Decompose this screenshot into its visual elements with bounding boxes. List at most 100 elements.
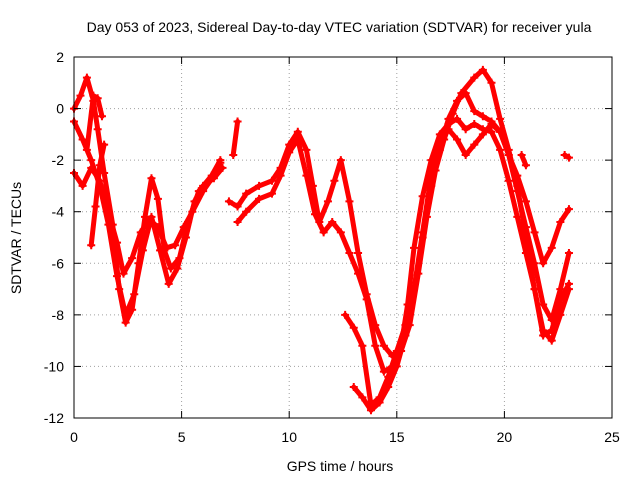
data-point [470, 120, 479, 129]
data-point [302, 171, 311, 180]
data-point [539, 300, 548, 309]
data-point [255, 181, 264, 190]
data-point [285, 148, 294, 157]
data-point [564, 153, 573, 162]
data-point [521, 197, 530, 206]
data-point [547, 326, 556, 335]
y-tick-label: -12 [44, 410, 64, 426]
data-point [82, 145, 91, 154]
x-tick-label: 10 [281, 429, 297, 445]
data-point [470, 107, 479, 116]
data-point [556, 218, 565, 227]
data-point [171, 241, 180, 250]
series-line [88, 142, 107, 248]
data-point [87, 163, 96, 172]
data-point [156, 246, 165, 255]
data-point [216, 158, 225, 167]
data-point [461, 89, 470, 98]
data-point [136, 228, 145, 237]
data-point [418, 228, 427, 237]
data-point [113, 272, 122, 281]
data-point [461, 150, 470, 159]
y-tick-label: -8 [52, 307, 65, 323]
data-point [330, 176, 339, 185]
data-traces [70, 65, 573, 415]
data-point [564, 248, 573, 257]
data-point [560, 150, 569, 159]
y-tick-label: -6 [52, 255, 65, 271]
data-point [521, 223, 530, 232]
data-point [487, 127, 496, 136]
y-tick-label: -2 [52, 152, 65, 168]
y-axis-ticks: -12 -10 -8 -6 -4 -2 0 2 [44, 49, 612, 426]
data-point [530, 228, 539, 237]
data-point [470, 73, 479, 82]
series-line [351, 121, 572, 413]
series-trace-10 [349, 120, 573, 415]
y-tick-label: -10 [44, 358, 64, 374]
data-point [188, 207, 197, 216]
x-tick-label: 15 [389, 429, 405, 445]
series-trace-4 [82, 91, 106, 154]
data-point [233, 117, 242, 126]
data-point [487, 120, 496, 129]
data-point [375, 398, 384, 407]
data-point [453, 135, 462, 144]
data-point [547, 243, 556, 252]
data-point [513, 187, 522, 196]
data-point [323, 197, 332, 206]
x-tick-label: 5 [178, 429, 186, 445]
data-point [336, 156, 345, 165]
data-point [349, 323, 358, 332]
data-point [556, 285, 565, 294]
data-point [418, 192, 427, 201]
data-point [435, 140, 444, 149]
data-point [76, 91, 85, 100]
data-point [496, 145, 505, 154]
data-point [130, 290, 139, 299]
data-point [478, 130, 487, 139]
data-point [379, 341, 388, 350]
data-point [410, 243, 419, 252]
data-point [392, 362, 401, 371]
data-point [293, 135, 302, 144]
data-point [119, 269, 128, 278]
data-point [179, 223, 188, 232]
data-point [121, 310, 130, 319]
data-point [229, 150, 238, 159]
series-trace-5 [87, 140, 109, 250]
y-tick-label: 2 [56, 49, 64, 65]
data-point [345, 197, 354, 206]
series-trace-12 [560, 150, 573, 162]
data-point [379, 367, 388, 376]
data-point [521, 161, 530, 170]
data-point [255, 194, 264, 203]
x-tick-label: 20 [497, 429, 513, 445]
data-point [530, 285, 539, 294]
data-point [478, 65, 487, 74]
data-point [173, 264, 182, 273]
data-point [453, 96, 462, 105]
data-point [82, 73, 91, 82]
data-point [341, 310, 350, 319]
data-point [496, 127, 505, 136]
data-point [78, 135, 87, 144]
data-point [362, 295, 371, 304]
x-tick-label: 25 [604, 429, 620, 445]
x-axis-ticks: 0 5 10 15 20 25 [70, 57, 620, 445]
data-point [427, 171, 436, 180]
series-line [230, 119, 241, 158]
x-axis-label: GPS time / hours [287, 458, 394, 474]
data-point [164, 279, 173, 288]
data-point [539, 331, 548, 340]
data-point [95, 161, 104, 170]
data-point [181, 233, 190, 242]
series-trace-6 [229, 117, 242, 159]
data-point [345, 248, 354, 257]
data-point [209, 171, 218, 180]
data-point [162, 243, 171, 252]
data-point [311, 210, 320, 219]
data-point [564, 205, 573, 214]
data-point [319, 228, 328, 237]
